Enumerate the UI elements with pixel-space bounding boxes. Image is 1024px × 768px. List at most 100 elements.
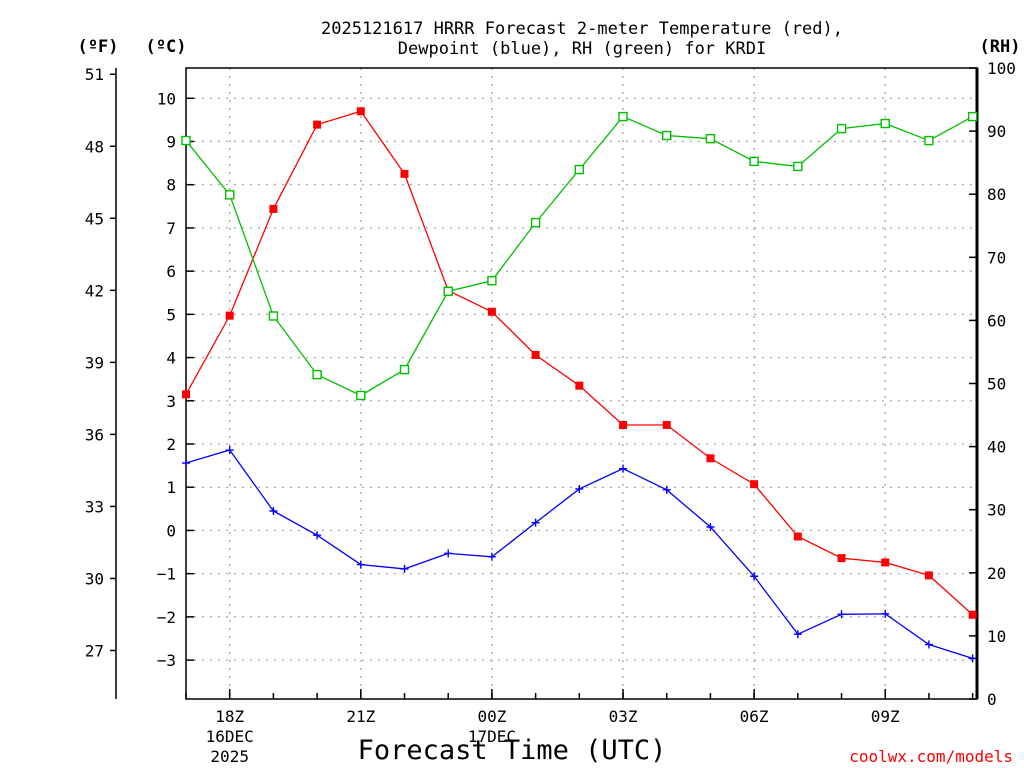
temperature-point [225,311,234,320]
dewpoint-point [619,464,628,473]
rh-tick-label: 70 [987,248,1006,267]
rh-point [967,111,978,122]
dewpoint-point [924,640,933,649]
rh-point [443,286,453,297]
temperature-point [575,381,584,390]
temperature-point [881,558,890,567]
rh-tick-label: 20 [987,564,1006,583]
rh-point [749,156,759,167]
rh-point [705,133,716,144]
time-tick-label: 18Z [215,707,244,726]
celsius-tick-label: −2 [157,608,176,627]
temperature-point [924,571,933,580]
rh-point [312,369,322,380]
dewpoint-point [400,564,409,573]
dewpoint-point [182,459,190,468]
fahrenheit-tick-label: 33 [85,497,104,516]
rh-point [574,164,585,175]
rh-point [618,111,628,122]
temperature-point [662,420,671,429]
temperature-point [269,204,278,213]
source-credit: coolwx.com/models [849,747,1013,766]
rh-point [880,118,890,129]
time-tick-label: 03Z [609,707,638,726]
dewpoint-point [750,572,759,581]
rh-point [268,311,279,321]
celsius-tick-label: 6 [166,262,176,281]
fahrenheit-tick-label: 36 [85,425,104,444]
time-date-label: 2025 [210,747,249,766]
dewpoint-point [444,549,453,558]
rh-unit-label: (RH) [980,37,1021,57]
celsius-tick-label: 1 [166,478,176,497]
dewpoint-point [225,446,234,455]
celsius-tick-label: 3 [166,392,176,411]
time-tick-label: 00Z [477,707,506,726]
dewpoint-point [793,630,802,639]
temperature-point [619,420,628,429]
celsius-tick-label: 0 [166,521,176,540]
rh-point [487,275,497,286]
dewpoint-point [356,560,365,569]
dewpoint-point [269,506,278,515]
series-temperature [182,107,977,619]
dewpoint-point [881,609,890,618]
rh-point [399,364,410,375]
temperature-point [531,350,540,359]
dewpoint-point [575,484,584,493]
dewpoint-point [837,610,846,619]
fahrenheit-axis: 51 48 45 42 39 36 33 30 27 [85,65,116,660]
rh-point [662,130,672,141]
gridlines [186,68,977,699]
rh-tick-label: 100 [987,59,1016,78]
celsius-tick-label: 10 [157,89,176,108]
celsius-tick-label: −3 [157,651,176,670]
series-line [185,449,973,659]
x-axis-title: Forecast Time (UTC) [358,735,667,766]
rh-tick-label: 40 [987,438,1006,457]
temperature-point [313,120,322,129]
time-tick-label: 06Z [740,707,769,726]
dewpoint-point [313,531,322,540]
series-dewpoint [182,446,977,663]
series-line [185,110,974,616]
rh-point [530,217,541,228]
rh-point [356,390,366,401]
dewpoint-point [662,485,671,494]
series-line [185,115,973,397]
chart-title-line-2: Dewpoint (blue), RH (green) for KRDI [398,39,766,59]
temperature-point [750,480,759,489]
fahrenheit-tick-label: 45 [85,209,104,228]
celsius-tick-label: 9 [166,132,176,151]
fahrenheit-tick-label: 39 [85,353,104,372]
fahrenheit-unit-label: (ºF) [78,37,119,57]
fahrenheit-tick-label: 27 [85,641,104,660]
fahrenheit-tick-label: 30 [85,569,104,588]
celsius-tick-label: 7 [166,219,176,238]
fahrenheit-tick-label: 42 [85,281,104,300]
temperature-point [400,169,409,178]
time-date-label: 17DEC [468,727,516,746]
rh-tick-label: 0 [987,690,997,709]
rh-point [924,135,934,146]
rh-point [793,161,803,172]
rh-tick-label: 80 [987,185,1006,204]
series-relative-humidity [181,111,978,401]
series-layer [181,107,978,663]
rh-point [225,190,235,200]
fahrenheit-tick-label: 48 [85,137,104,156]
rh-point [836,123,847,134]
chart-title: 2025121617 HRRR Forecast 2-meter Tempera… [321,19,843,59]
celsius-tick-label: 8 [166,176,176,195]
celsius-unit-label: (ºC) [146,37,187,57]
celsius-tick-label: 2 [166,435,176,454]
time-tick-label: 09Z [871,707,900,726]
rh-tick-label: 90 [987,122,1006,141]
temperature-point [968,610,977,619]
dewpoint-point [968,654,977,663]
fahrenheit-tick-label: 51 [85,65,104,84]
rh-tick-label: 50 [987,375,1006,394]
temperature-point [487,307,496,316]
